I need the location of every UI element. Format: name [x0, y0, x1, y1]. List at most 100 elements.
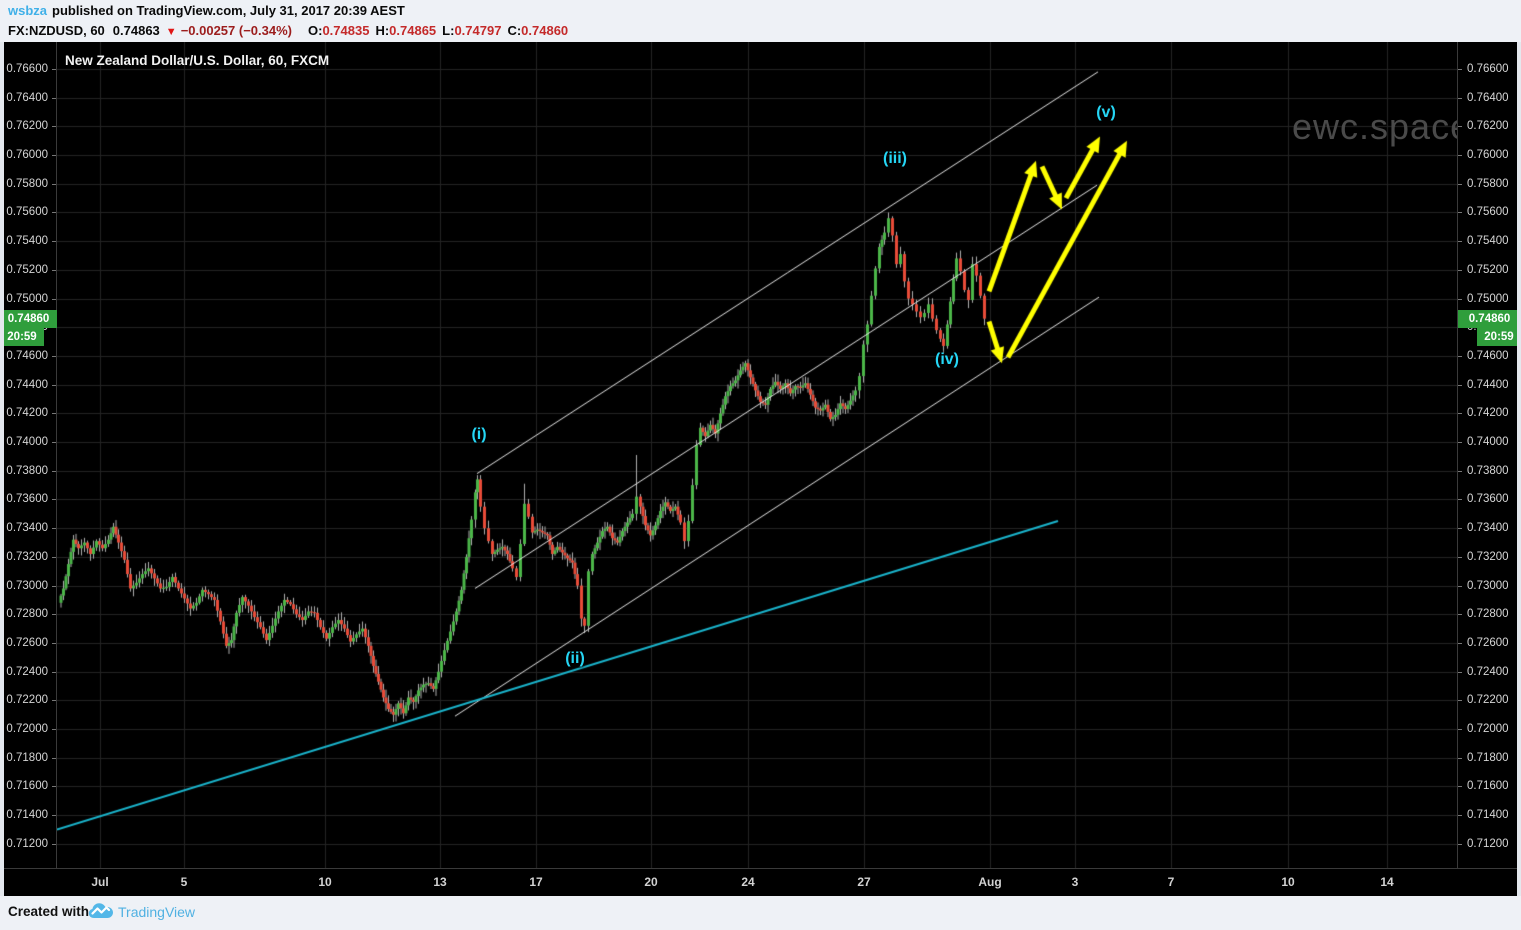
price-axis-label: 0.72000 [6, 723, 48, 736]
price-axis-tick [52, 499, 56, 501]
price-plot-canvas[interactable] [57, 42, 1457, 868]
price-axis-label: 0.71800 [6, 751, 48, 764]
price-axis-label: 0.72200 [1467, 694, 1509, 707]
created-with-text: Created with [8, 904, 90, 919]
price-axis-tick [1458, 729, 1462, 731]
price-axis-tick [52, 671, 56, 673]
price-axis-tick [52, 642, 56, 644]
price-axis-tick [1458, 384, 1462, 386]
price-axis-tick [52, 97, 56, 99]
time-axis-label: Aug [978, 875, 1002, 889]
price-axis-label: 0.73400 [1467, 522, 1509, 535]
price-axis-tick [1458, 413, 1462, 415]
price-axis-label: 0.75200 [6, 263, 48, 276]
username-link[interactable]: wsbza [8, 3, 48, 18]
price-axis-label: 0.76200 [6, 120, 48, 133]
time-axis-label: 24 [741, 875, 755, 889]
price-axis-tick [52, 528, 56, 530]
price-axis-label: 0.72400 [1467, 665, 1509, 678]
current-time-tag-left: 20:59 [0, 327, 44, 346]
price-axis-tick [52, 212, 56, 214]
price-axis-tick [1458, 499, 1462, 501]
tradingview-brand-link[interactable]: TradingView [118, 904, 196, 920]
current-price-tag-left: 0.74860 [0, 309, 57, 328]
publish-info-row: wsbza published on TradingView.com, July … [8, 3, 405, 18]
footer-bar: Created with TradingView [0, 896, 1521, 930]
price-axis-label: 0.75600 [1467, 206, 1509, 219]
price-axis-label: 0.75000 [6, 292, 48, 305]
left-edge-strip [0, 42, 4, 896]
price-axis-label: 0.73400 [6, 522, 48, 535]
price-axis-tick [1458, 183, 1462, 185]
high-label: H: [375, 23, 390, 38]
price-axis-label: 0.71200 [1467, 837, 1509, 850]
price-axis-tick [1458, 585, 1462, 587]
price-axis-tick [52, 269, 56, 271]
price-axis-label: 0.71600 [1467, 780, 1509, 793]
price-axis-tick [1458, 68, 1462, 70]
price-axis-label: 0.76600 [1467, 62, 1509, 75]
open-label: O: [308, 23, 323, 38]
price-axis-tick [52, 700, 56, 702]
time-axis-label: 14 [1380, 875, 1394, 889]
price-axis-tick [1458, 97, 1462, 99]
price-axis-label: 0.73800 [1467, 464, 1509, 477]
price-axis-tick [52, 155, 56, 157]
price-axis-tick [52, 815, 56, 817]
price-axis-label: 0.76400 [1467, 91, 1509, 104]
price-axis-tick [1458, 700, 1462, 702]
price-axis-label: 0.73000 [1467, 579, 1509, 592]
low-label: L: [442, 23, 455, 38]
time-axis-label: 7 [1167, 875, 1175, 889]
price-axis-label: 0.71400 [6, 809, 48, 822]
price-axis-label: 0.76600 [6, 62, 48, 75]
price-axis-tick [52, 470, 56, 472]
price-axis-tick [52, 442, 56, 444]
left-price-axis[interactable]: 0.76600 0.76400 0.76200 0.76000 0.75800 0.756… [4, 42, 57, 868]
price-axis-label: 0.73800 [6, 464, 48, 477]
price-axis-label: 0.74600 [6, 349, 48, 362]
price-axis-tick [52, 757, 56, 759]
price-axis-tick [1458, 815, 1462, 817]
price-axis-label: 0.71200 [6, 837, 48, 850]
time-axis-label: 20 [644, 875, 658, 889]
last-price: 0.74863 [112, 23, 160, 38]
right-price-axis[interactable]: 0.76600 0.76400 0.76200 0.76000 0.75800 0.756… [1457, 42, 1517, 868]
symbol-info-row: FX:NZDUSD, 60 0.74863 ▼ −0.00257 (−0.34%) O:… [8, 23, 568, 38]
wave-label-iii: (iii) [883, 150, 907, 168]
price-axis-tick [52, 355, 56, 357]
price-axis-label: 0.74400 [1467, 378, 1509, 391]
price-axis-label: 0.75400 [6, 235, 48, 248]
price-axis-label: 0.75600 [6, 206, 48, 219]
time-axis-label: 17 [529, 875, 543, 889]
price-axis-tick [52, 298, 56, 300]
close-label: C: [507, 23, 522, 38]
price-axis-tick [1458, 212, 1462, 214]
current-price-tag-right: 0.74860 [1458, 309, 1521, 328]
wave-label-v: (v) [1096, 104, 1116, 122]
price-axis-tick [1458, 269, 1462, 271]
price-change: −0.00257 (−0.34%) [180, 23, 292, 38]
price-axis-tick [52, 614, 56, 616]
price-axis-tick [1458, 671, 1462, 673]
price-axis-label: 0.75000 [1467, 292, 1509, 305]
price-axis-label: 0.72400 [6, 665, 48, 678]
tradingview-logo-icon[interactable] [88, 901, 114, 921]
price-axis-tick [52, 384, 56, 386]
price-axis-tick [1458, 786, 1462, 788]
price-axis-tick [52, 241, 56, 243]
price-axis-label: 0.76200 [1467, 120, 1509, 133]
price-axis-label: 0.72600 [6, 636, 48, 649]
close-value: 0.74860 [521, 23, 569, 38]
time-axis-label: 10 [318, 875, 332, 889]
header-bar: wsbza published on TradingView.com, July … [0, 0, 1521, 42]
high-value: 0.74865 [389, 23, 437, 38]
price-axis-tick [1458, 355, 1462, 357]
low-value: 0.74797 [454, 23, 502, 38]
price-axis-tick [1458, 470, 1462, 472]
time-axis[interactable]: Jul 5 10 13 17 20 24 27 Aug 3 7 10 14 [4, 868, 1517, 896]
price-axis-label: 0.73200 [1467, 550, 1509, 563]
wave-label-iv: (iv) [935, 351, 959, 369]
price-axis-label: 0.75800 [6, 177, 48, 190]
price-axis-tick [52, 327, 56, 329]
